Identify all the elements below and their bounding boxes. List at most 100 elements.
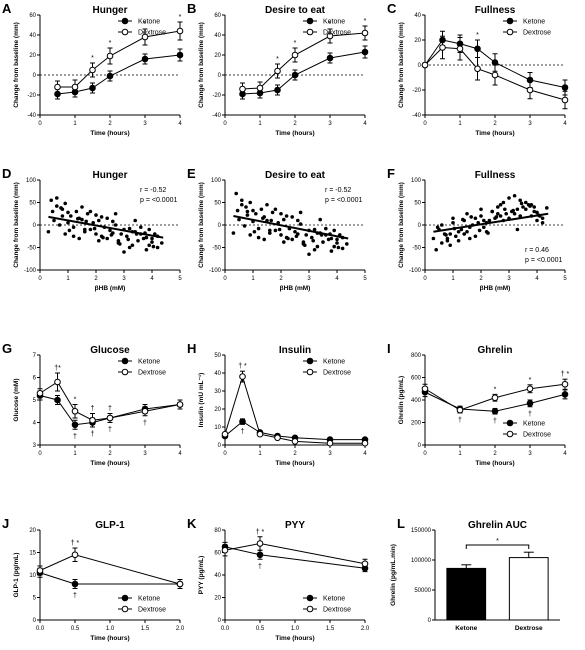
data-point [240, 202, 244, 207]
legend-marker [121, 17, 129, 25]
x-tick-label: 1 [258, 451, 262, 457]
significance-mark: †* [54, 365, 61, 372]
y-tick-label: 50 [214, 353, 221, 359]
y-tick-label: 40 [414, 13, 421, 19]
x-tick-label: 4 [178, 451, 182, 457]
data-point [101, 235, 105, 240]
legend-label: Ketone [323, 359, 345, 366]
x-tick-label: 3 [122, 276, 126, 282]
data-point [282, 217, 286, 222]
data-point [274, 67, 281, 75]
y-tick-label: 15 [29, 551, 36, 557]
data-point [277, 227, 282, 232]
data-point [130, 243, 135, 248]
data-point [291, 51, 299, 59]
legend-label: Ketone [323, 19, 345, 26]
data-point [141, 407, 149, 415]
data-point [106, 72, 114, 80]
stat-label: r = 0.46 [525, 247, 549, 254]
data-point [477, 228, 482, 233]
data-point [469, 215, 474, 219]
data-point [456, 229, 461, 234]
x-tick-label: 3 [328, 121, 332, 127]
data-point [234, 191, 238, 196]
x-tick-label: 0 [223, 451, 227, 457]
y-tick-label: 50000 [414, 588, 431, 594]
y-tick-label: -40 [412, 113, 421, 119]
y-tick-label: 0 [418, 443, 422, 449]
data-point [74, 209, 79, 214]
x-tick-label: 0 [223, 276, 227, 282]
data-point [473, 216, 478, 221]
panel-g: G Glucose 3 4 5 6 7 0 1 2 3 4 Time (hours) Glucose (m… [2, 341, 184, 467]
panel-label: I [387, 341, 391, 356]
legend-label: Dextrose [523, 30, 551, 37]
data-point [540, 220, 545, 225]
data-point [160, 241, 164, 245]
significance-mark: * [494, 386, 497, 393]
y-tick-label: -20 [412, 88, 421, 94]
data-point [291, 71, 299, 79]
panel-title: Ghrelin AUC [468, 520, 527, 531]
data-point [66, 220, 70, 225]
data-point [440, 241, 444, 245]
legend-label: Dextrose [138, 607, 166, 614]
y-tick-label: 20 [29, 53, 36, 59]
data-point [332, 244, 337, 249]
data-point [532, 205, 536, 209]
x-tick-label: 2 [293, 451, 297, 457]
data-point [301, 240, 306, 244]
x-tick-label: 1.0 [291, 626, 300, 632]
panel-h: H Insulin 0 10 20 30 40 50 0 1 2 3 4 Time (hours) Insu… [187, 341, 369, 467]
legend-label: Ketone [523, 19, 545, 26]
x-axis-label: Time (hours) [275, 460, 314, 467]
legend-marker [121, 357, 129, 365]
data-point [244, 205, 248, 209]
x-tick-label: 1 [451, 276, 455, 282]
significance-mark: † * [238, 363, 247, 370]
data-point [279, 211, 283, 216]
data-point [273, 228, 278, 233]
data-point [270, 210, 275, 215]
data-point [312, 227, 317, 232]
data-point [116, 238, 121, 243]
data-point [318, 217, 323, 222]
significance-mark: † [108, 427, 112, 434]
legend-marker [306, 605, 314, 613]
x-tick-label: 5 [363, 276, 367, 282]
data-point [307, 252, 311, 257]
panel-b: B Desire to eat -40 -20 0 20 40 60 0 1 2 3 4 Time (ho… [187, 1, 369, 137]
panel-c: C Fullness -40 -20 0 20 40 0 1 2 3 4 Time (hours) Cha… [387, 1, 569, 137]
panel-title: Insulin [279, 345, 311, 356]
x-tick-label: 0 [423, 121, 427, 127]
legend-label: Ketone [523, 421, 545, 428]
data-point [456, 406, 464, 414]
x-tick-label: 0 [423, 451, 427, 457]
significance-mark: † [91, 431, 95, 438]
x-tick-label: 2.0 [176, 626, 185, 632]
data-point [528, 204, 532, 208]
data-point [55, 204, 59, 208]
x-tick-label: 3 [307, 276, 311, 282]
panel-title: Hunger [93, 5, 128, 16]
x-tick-label: 5 [178, 276, 182, 282]
y-tick-label: -20 [212, 93, 221, 99]
data-point [454, 234, 458, 239]
significance-mark: * [91, 55, 94, 62]
y-tick-label: 50 [29, 201, 36, 207]
data-point [491, 71, 499, 79]
data-point [294, 234, 299, 239]
y-tick-label: -50 [27, 246, 36, 252]
y-tick-label: 10 [29, 573, 36, 579]
y-tick-label: -100 [209, 268, 222, 274]
data-point [519, 201, 524, 206]
data-point [526, 385, 534, 393]
y-axis-label: PYY (pg/mL) [198, 556, 205, 595]
series-line [242, 32, 366, 90]
data-point [136, 238, 140, 243]
data-point [106, 414, 114, 422]
legend-label: Ketone [323, 596, 345, 603]
legend-label: Dextrose [323, 370, 351, 377]
data-point [77, 236, 81, 241]
panel-label: G [2, 341, 12, 356]
